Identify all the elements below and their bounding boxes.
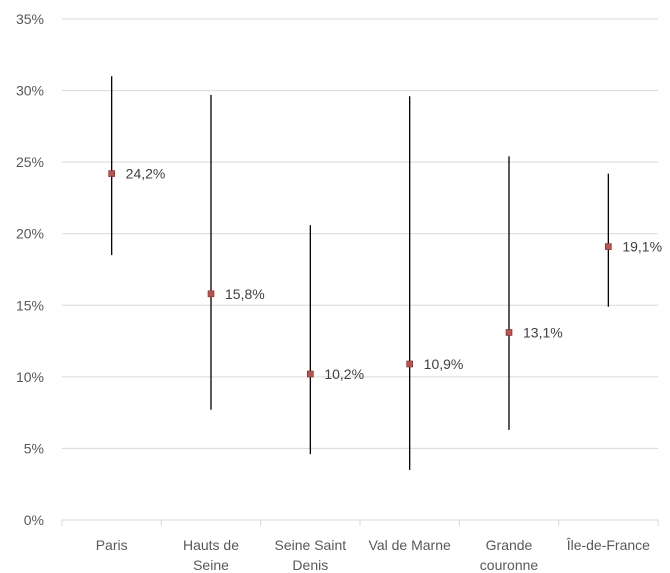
y-tick-label: 30% (16, 83, 44, 99)
data-label: 13,1% (523, 324, 563, 340)
y-tick-label: 15% (16, 297, 44, 313)
data-label: 10,9% (424, 356, 464, 372)
x-category-label: Île-de-France (566, 537, 650, 553)
x-axis-category-labels: Paris Hauts de Seine Seine Saint Denis Val de… (96, 537, 650, 573)
y-tick-label: 20% (16, 226, 44, 242)
data-point (605, 243, 612, 250)
data-point (108, 170, 115, 177)
y-axis-tick-labels: 0% 5% 10% 15% 20% 25% 30% 35% (16, 11, 44, 528)
y-tick-label: 0% (24, 512, 44, 528)
data-label: 19,1% (622, 239, 662, 255)
data-point (505, 329, 513, 336)
data-label: 15,8% (225, 286, 265, 302)
error-bars (111, 76, 609, 470)
x-axis (61, 519, 659, 526)
data-point (406, 360, 413, 368)
data-label: 10,2% (324, 366, 364, 382)
y-tick-label: 35% (16, 11, 44, 27)
x-category-label: Val de Marne (369, 537, 451, 553)
y-tick-label: 25% (16, 154, 44, 170)
x-category-label: Hauts de Seine (183, 537, 239, 573)
x-category-label: Paris (96, 537, 128, 553)
gridlines (62, 18, 658, 449)
data-label: 24,2% (126, 166, 166, 182)
y-tick-label: 5% (24, 440, 44, 456)
x-category-label: Grande couronne (480, 537, 539, 573)
y-tick-label: 10% (16, 369, 44, 385)
data-point (207, 290, 215, 298)
data-points (108, 170, 612, 378)
data-labels: 24,2% 15,8% 10,2% 10,9% 13,1% 19,1% (126, 166, 662, 382)
x-category-label: Seine Saint Denis (275, 537, 347, 573)
data-point (307, 370, 314, 378)
